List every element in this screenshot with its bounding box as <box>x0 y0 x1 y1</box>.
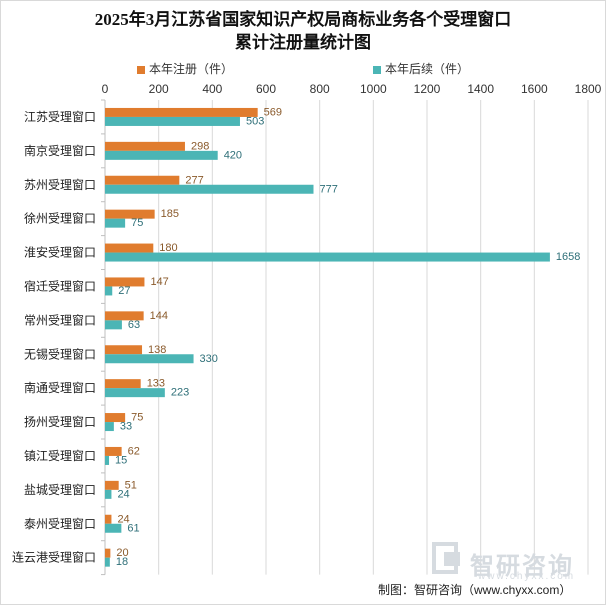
category-label: 常州受理窗口 <box>24 313 96 327</box>
x-tick-label: 1400 <box>467 82 494 96</box>
data-label-renewal: 420 <box>224 149 242 161</box>
bar-registration <box>105 141 185 151</box>
data-label-renewal: 24 <box>117 488 129 500</box>
data-label-renewal: 75 <box>131 217 143 229</box>
legend-item-registration: 本年注册（件） <box>137 62 233 76</box>
category-label: 苏州受理窗口 <box>24 178 96 192</box>
legend-item-renewal: 本年后续（件） <box>373 62 469 76</box>
bar-registration <box>105 379 141 389</box>
data-label-registration: 24 <box>117 513 129 525</box>
category-label: 连云港受理窗口 <box>12 550 96 565</box>
x-tick-label: 1600 <box>521 82 548 96</box>
bar-renewal <box>105 218 126 228</box>
data-label-renewal: 61 <box>127 522 139 534</box>
data-label-registration: 277 <box>185 174 203 186</box>
data-label-renewal: 18 <box>116 556 128 568</box>
category-label: 盐城受理窗口 <box>24 483 96 497</box>
x-tick-label: 600 <box>256 82 276 96</box>
category-label: 淮安受理窗口 <box>24 245 96 260</box>
x-tick-label: 800 <box>310 82 330 96</box>
legend-swatch-registration <box>137 65 145 74</box>
x-tick-label: 1800 <box>575 82 602 96</box>
x-tick-label: 1200 <box>414 82 441 96</box>
bar-registration <box>105 175 180 185</box>
data-label-registration: 298 <box>191 140 209 152</box>
x-tick-label: 1000 <box>360 82 387 96</box>
legend-label-renewal: 本年后续（件） <box>385 62 470 76</box>
chart-title-line1: 2025年3月江苏省国家知识产权局商标业务各个受理窗口 <box>94 10 512 29</box>
bar-renewal <box>105 557 110 567</box>
bar-registration <box>105 107 258 117</box>
data-label-renewal: 33 <box>120 421 132 433</box>
bar-registration <box>105 277 145 287</box>
data-label-registration: 51 <box>125 479 137 491</box>
category-label: 江苏受理窗口 <box>24 110 96 124</box>
data-label-renewal: 63 <box>128 319 140 331</box>
data-label-renewal: 223 <box>171 387 189 399</box>
bar-registration <box>105 209 155 219</box>
legend-swatch-renewal <box>373 65 381 74</box>
bar-registration <box>105 243 154 253</box>
x-tick-label: 0 <box>102 82 109 96</box>
bar-registration <box>105 311 144 321</box>
x-tick-label: 200 <box>149 82 169 96</box>
watermark-url: www.chyxx.com <box>478 571 576 582</box>
data-label-registration: 20 <box>116 547 128 559</box>
zhiyan-logo-icon <box>432 542 460 574</box>
bar-registration <box>105 480 119 490</box>
bar-renewal <box>105 320 122 330</box>
category-label: 扬州受理窗口 <box>24 414 96 429</box>
bar-renewal <box>105 455 110 465</box>
data-label-registration: 144 <box>150 310 168 322</box>
bar-renewal <box>105 422 114 432</box>
source-note: 制图：智研咨询（www.chyxx.com） <box>378 583 572 597</box>
category-label: 泰州受理窗口 <box>24 517 96 531</box>
bar-registration <box>105 548 111 558</box>
data-label-renewal: 503 <box>246 115 264 127</box>
bar-renewal <box>105 286 113 296</box>
bar-registration <box>105 446 122 456</box>
category-label: 宿迁受理窗口 <box>24 278 96 293</box>
bar-registration <box>105 345 143 355</box>
data-label-registration: 62 <box>128 445 140 457</box>
data-label-renewal: 330 <box>200 353 218 365</box>
watermark-name: 智研咨询 <box>470 553 574 580</box>
category-label: 南京受理窗口 <box>24 143 96 158</box>
data-label-registration: 75 <box>131 412 143 424</box>
data-label-registration: 185 <box>161 208 179 220</box>
category-label: 徐州受理窗口 <box>24 211 96 226</box>
x-tick-label: 400 <box>202 82 222 96</box>
chart-title-line2: 累计注册量统计图 <box>235 33 371 52</box>
category-label: 无锡受理窗口 <box>24 346 96 361</box>
data-label-registration: 180 <box>159 242 177 254</box>
data-label-renewal: 1658 <box>556 251 580 263</box>
data-label-renewal: 15 <box>115 454 127 466</box>
data-label-registration: 138 <box>148 344 166 356</box>
data-label-registration: 147 <box>150 276 168 288</box>
category-label: 南通受理窗口 <box>24 380 96 395</box>
bar-renewal <box>105 354 194 364</box>
data-label-renewal: 777 <box>319 183 337 195</box>
data-label-registration: 569 <box>264 106 282 118</box>
bar-renewal <box>105 150 218 160</box>
bar-renewal <box>105 184 314 194</box>
data-label-renewal: 27 <box>118 285 130 297</box>
bar-renewal <box>105 388 165 398</box>
bar-renewal <box>105 252 550 262</box>
bar-renewal <box>105 489 112 499</box>
bar-registration <box>105 514 112 524</box>
bar-renewal <box>105 523 122 533</box>
category-label: 镇江受理窗口 <box>24 449 96 463</box>
legend-label-registration: 本年注册（件） <box>149 62 234 76</box>
bar-registration <box>105 413 126 423</box>
data-label-registration: 133 <box>147 378 165 390</box>
bar-renewal <box>105 116 240 126</box>
